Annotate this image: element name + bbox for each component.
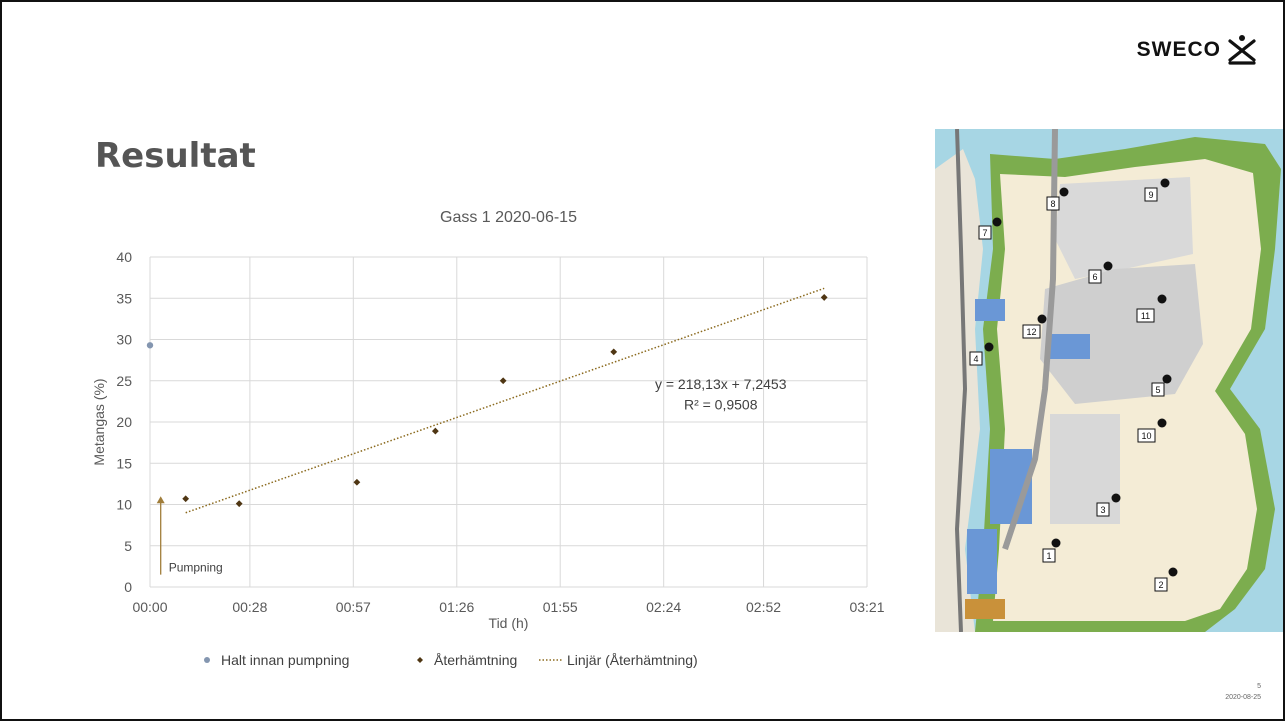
map-label-box	[1154, 577, 1168, 592]
y-tick-label: 35	[116, 290, 132, 306]
point-recovery	[610, 348, 618, 356]
trendline-equation: y = 218,13x + 7,2453	[655, 376, 787, 392]
y-tick-label: 5	[124, 538, 132, 554]
map-point-label: 9	[1148, 190, 1153, 200]
legend-label: Linjär (Återhämtning)	[567, 652, 698, 668]
map-point-label: 3	[1100, 505, 1105, 515]
map-label-box	[1136, 308, 1155, 323]
logo-text: SWECO	[1136, 38, 1221, 61]
trendline	[185, 287, 825, 514]
map-label-box	[1137, 428, 1156, 443]
slide-heading: Resultat	[95, 136, 256, 176]
map-point-label: 6	[1092, 272, 1097, 282]
x-tick-label: 00:00	[132, 599, 167, 615]
y-tick-label: 40	[116, 249, 132, 265]
y-axis-label: Metangas (%)	[91, 378, 107, 465]
map-point-label: 4	[973, 354, 978, 364]
map-building-4	[1050, 334, 1090, 359]
map-label-box	[1096, 502, 1110, 517]
point-recovery	[499, 377, 507, 385]
map-point-label: 10	[1141, 431, 1151, 441]
page-number: 5	[1257, 683, 1261, 690]
footer: 5 2020-08-25	[1225, 681, 1261, 703]
map-building-3	[975, 299, 1005, 321]
map-building-2	[967, 529, 997, 594]
y-tick-label: 15	[116, 455, 132, 471]
y-tick-label: 30	[116, 332, 132, 348]
legend-swatch-recovery	[417, 657, 423, 663]
map-label-box	[1144, 187, 1158, 202]
point-before-pumping	[146, 342, 154, 349]
sweco-logo: SWECO	[1137, 34, 1257, 66]
x-tick-label: 01:55	[543, 599, 578, 615]
x-tick-label: 00:57	[336, 599, 371, 615]
map-points	[984, 178, 1178, 577]
point-recovery	[431, 427, 439, 435]
y-tick-label: 25	[116, 373, 132, 389]
point-recovery	[235, 500, 243, 508]
methane-chart: Gass 1 2020-06-15 0 5 10 15 20 25 30 35 40 00:00 00…	[91, 209, 885, 668]
y-tick-label: 0	[124, 579, 132, 595]
map-point-label: 8	[1050, 199, 1055, 209]
map-point-label: 1	[1046, 551, 1051, 561]
x-tick-label: 01:26	[439, 599, 474, 615]
map-point-label: 7	[982, 228, 987, 238]
map-label-box	[1088, 269, 1102, 284]
x-tick-label: 02:52	[746, 599, 781, 615]
map-label-box	[1046, 196, 1060, 211]
map-road	[1002, 129, 1058, 550]
x-tick-label: 03:21	[849, 599, 884, 615]
pumpning-label: Pumpning	[169, 560, 223, 574]
chart-title: Gass 1 2020-06-15	[440, 209, 577, 226]
pumpning-arrow-head	[156, 496, 165, 504]
y-tick-label: 20	[116, 414, 132, 430]
map-land-west	[935, 149, 983, 632]
point-recovery	[820, 294, 828, 301]
x-tick-label: 02:24	[646, 599, 681, 615]
map-road-west	[954, 129, 968, 632]
point-recovery	[182, 495, 190, 503]
map-point-label: 5	[1155, 385, 1160, 395]
map-label-box	[969, 351, 983, 366]
legend-label: Återhämtning	[434, 652, 517, 668]
x-tick-label: 00:28	[232, 599, 267, 615]
map-label-box	[1151, 382, 1165, 397]
map-building-5	[965, 599, 1005, 619]
map-point-label: 12	[1026, 327, 1036, 337]
y-tick-label: 10	[116, 497, 132, 513]
map-point-label: 2	[1158, 580, 1163, 590]
trendline-r-squared: R² = 0,9508	[684, 397, 758, 413]
legend-swatch-before-pumping	[204, 657, 210, 663]
footer-date: 2020-08-25	[1225, 694, 1261, 701]
sweco-figure-icon	[1228, 35, 1256, 65]
map-label-box	[1042, 548, 1056, 563]
x-axis-label: Tid (h)	[489, 615, 529, 631]
map-label-box	[978, 225, 992, 240]
point-recovery	[353, 478, 361, 486]
legend-label: Halt innan pumpning	[221, 652, 349, 668]
map-label-box	[1022, 324, 1041, 339]
map-landfill-north	[1055, 177, 1193, 279]
map-point-label: 11	[1141, 311, 1150, 321]
